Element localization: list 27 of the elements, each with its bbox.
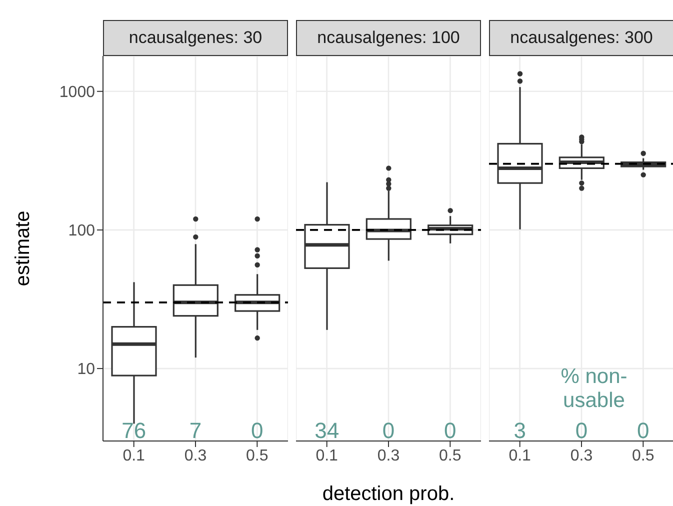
annotation: 0: [443, 418, 458, 444]
x-tick-label: 0.5: [439, 447, 462, 464]
annotation: 0: [250, 418, 264, 444]
x-tick-label: 0.1: [316, 447, 338, 464]
x-tick-label: 0.3: [377, 447, 400, 464]
x-axis-title: detection prob.: [322, 483, 455, 505]
annotation: 0: [636, 418, 650, 444]
x-tick-label: 0.3: [570, 447, 593, 464]
y-tick-label: 1000: [59, 84, 96, 102]
annotation: 76: [120, 418, 148, 444]
annotation: 0: [574, 418, 589, 444]
chart-title: ncausalgenes: 30: [103, 20, 288, 56]
x-tick-label: 0.1: [122, 447, 146, 464]
y-tick-label: 100: [68, 222, 96, 240]
chart-title: ncausalgenes: 300: [489, 20, 673, 56]
annotation: 3: [512, 418, 527, 444]
annotation: 34: [314, 418, 340, 444]
x-tick-label: 0.3: [184, 447, 207, 464]
y-tick-label: 10: [77, 361, 96, 378]
annotation: 7: [188, 418, 203, 444]
chart-title: ncausalgenes: 100: [296, 20, 481, 56]
annotation: 0: [381, 418, 396, 444]
x-tick-label: 0.5: [246, 447, 268, 464]
annotation: % non-usable: [560, 365, 628, 413]
x-tick-label: 0.1: [508, 447, 532, 464]
x-tick-label: 0.5: [632, 447, 654, 464]
y-axis-title: estimate: [12, 210, 34, 286]
